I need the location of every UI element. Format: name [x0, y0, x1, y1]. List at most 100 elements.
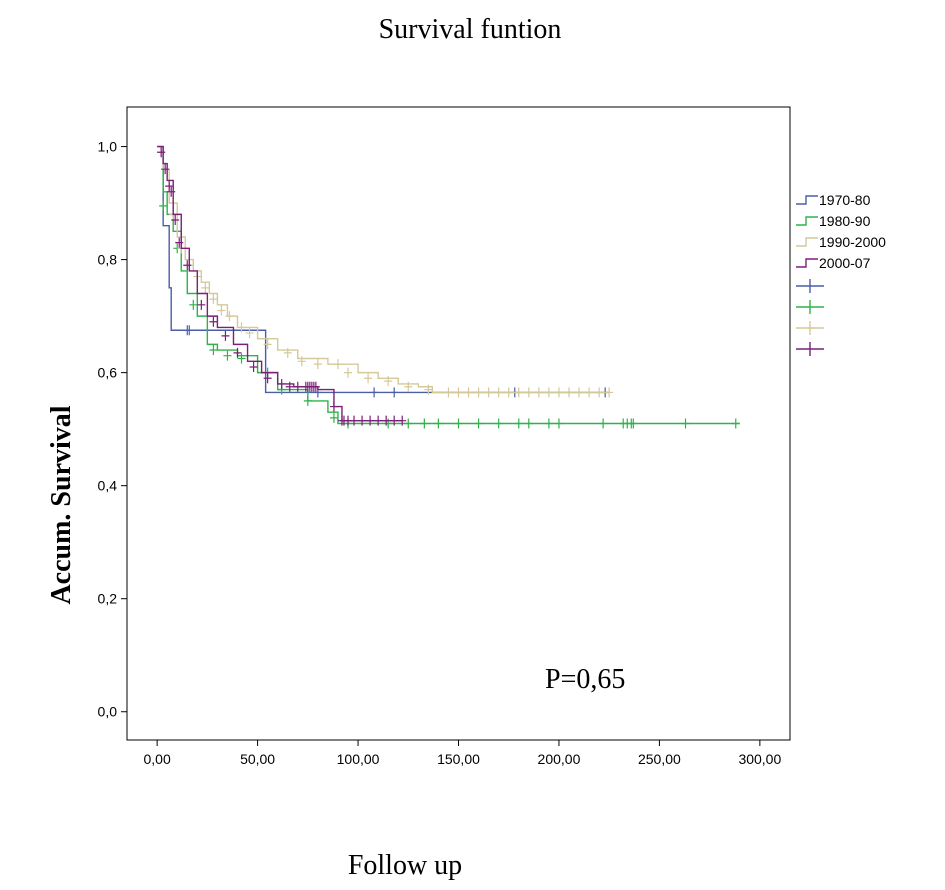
- censor-mark: [249, 361, 258, 372]
- censor-mark: [514, 387, 523, 398]
- y-tick-label: 0,6: [98, 365, 118, 381]
- legend-label: 1970-80: [819, 192, 871, 208]
- legend-censor-swatch: [796, 321, 824, 335]
- censor-mark: [534, 387, 543, 398]
- censor-mark: [404, 418, 413, 429]
- legend-censor-swatch: [796, 300, 824, 314]
- censor-mark: [165, 181, 174, 192]
- censor-mark: [424, 384, 433, 395]
- censor-mark: [223, 350, 232, 361]
- legend-label: 2000-07: [819, 255, 871, 271]
- censor-mark: [494, 418, 503, 429]
- legend-censor-swatch: [796, 342, 824, 356]
- censor-mark: [245, 328, 254, 339]
- censor-mark: [366, 415, 375, 426]
- censor-mark: [398, 415, 407, 426]
- censor-mark: [390, 415, 399, 426]
- censor-mark: [390, 387, 399, 398]
- censor-mark: [404, 381, 413, 392]
- censor-mark: [217, 305, 226, 316]
- p-value-annotation: P=0,65: [545, 664, 625, 695]
- censor-mark: [183, 260, 192, 271]
- censor-mark: [454, 387, 463, 398]
- y-axis: 0,0 0,2 0,4 0,6 0,8 1,0: [98, 139, 127, 720]
- censor-mark: [681, 418, 690, 429]
- series-layer: [157, 145, 740, 429]
- y-tick-label: 0,8: [98, 252, 118, 268]
- censor-mark: [350, 415, 359, 426]
- x-tick-label: 50,00: [240, 751, 275, 767]
- censor-mark: [504, 387, 513, 398]
- censor-mark: [484, 387, 493, 398]
- legend-label: 1980-90: [819, 213, 871, 229]
- censor-mark: [454, 418, 463, 429]
- censor-mark: [384, 376, 393, 387]
- x-axis-label: Follow up: [348, 850, 462, 881]
- censor-mark: [329, 412, 338, 423]
- censor-mark: [237, 353, 246, 364]
- censor-mark: [283, 347, 292, 358]
- censor-mark: [329, 401, 338, 412]
- censor-mark: [263, 339, 272, 350]
- censor-mark: [285, 381, 294, 392]
- censor-mark: [731, 418, 740, 429]
- censor-mark: [524, 387, 533, 398]
- censor-mark: [201, 282, 210, 293]
- censor-mark: [595, 387, 604, 398]
- censor-mark: [585, 387, 594, 398]
- censor-mark: [629, 418, 638, 429]
- censor-mark: [297, 356, 306, 367]
- censor-mark: [474, 418, 483, 429]
- censor-mark: [444, 387, 453, 398]
- x-axis: 0,00 50,00 100,00 150,00 200,00 250,00 300,00: [144, 740, 781, 767]
- censor-mark: [171, 215, 180, 226]
- survival-step-line: [157, 145, 403, 422]
- censor-mark: [161, 164, 170, 175]
- y-tick-label: 0,4: [98, 478, 118, 494]
- legend-censor-swatch: [796, 279, 824, 293]
- censor-mark: [420, 418, 429, 429]
- censor-mark: [293, 381, 302, 392]
- censor-mark: [311, 381, 320, 392]
- censor-mark: [554, 418, 563, 429]
- censor-mark: [565, 387, 573, 398]
- censor-mark: [370, 387, 379, 398]
- censor-mark: [544, 387, 553, 398]
- legend-line-swatch: [796, 237, 818, 247]
- censor-mark: [221, 330, 230, 341]
- censor-mark: [175, 237, 184, 248]
- censor-mark: [237, 322, 246, 333]
- censor-mark: [434, 418, 443, 429]
- x-tick-label: 300,00: [738, 751, 781, 767]
- censor-mark: [494, 387, 503, 398]
- censor-mark: [159, 200, 168, 211]
- censor-mark: [514, 418, 523, 429]
- censor-mark: [209, 345, 218, 356]
- censor-mark: [225, 311, 234, 322]
- censor-mark: [277, 378, 286, 389]
- censor-mark: [344, 367, 352, 378]
- censor-mark: [464, 387, 473, 398]
- censor-mark: [474, 387, 483, 398]
- y-tick-label: 0,0: [98, 704, 118, 720]
- censor-mark: [374, 415, 383, 426]
- legend-line-swatch: [796, 216, 818, 226]
- censor-mark: [209, 294, 218, 305]
- censor-mark: [303, 395, 312, 406]
- y-tick-label: 0,2: [98, 591, 118, 607]
- x-tick-label: 100,00: [337, 751, 380, 767]
- censor-mark: [209, 316, 218, 327]
- x-tick-label: 150,00: [437, 751, 480, 767]
- legend: 1970-80 1980-90 1990-2000 2000-07: [796, 192, 886, 356]
- censor-mark: [544, 418, 553, 429]
- series-2000-07: [157, 145, 407, 426]
- censor-mark: [157, 147, 166, 158]
- survival-step-line: [157, 145, 610, 394]
- censor-mark: [575, 387, 584, 398]
- censor-mark: [185, 325, 194, 336]
- chart-title: Survival funtion: [379, 14, 562, 45]
- y-tick-label: 1,0: [98, 139, 118, 155]
- censor-mark: [333, 359, 342, 370]
